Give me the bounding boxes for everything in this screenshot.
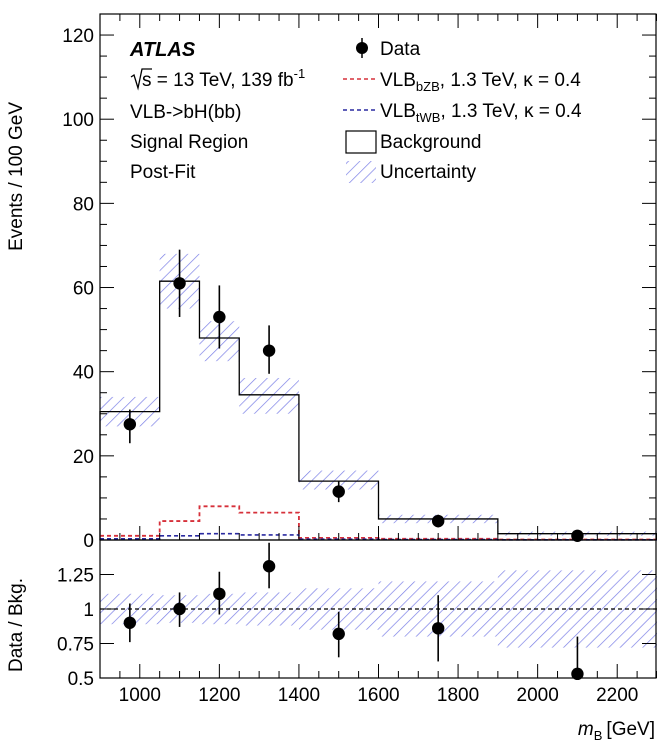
legend-background: Background: [345, 130, 481, 154]
y-tick-label: 40: [73, 363, 94, 384]
region-label: Signal Region: [130, 132, 248, 153]
x-tick-label: 1400: [278, 685, 320, 706]
x-tick-label: 2200: [596, 685, 638, 706]
data-point: [123, 418, 137, 431]
x-tick-label: 1800: [437, 685, 479, 706]
legend-signal-twb-main: VLB: [380, 101, 416, 122]
legend-signal-bzb: VLBbZB, 1.3 TeV, κ = 0.4: [343, 70, 581, 94]
data-point: [173, 277, 186, 290]
legend-uncertainty-label: Uncertainty: [380, 162, 477, 183]
y-tick-label: 0: [83, 531, 94, 552]
data-point: [431, 514, 445, 528]
legend-signal-twb-sub: tWB: [416, 110, 441, 125]
x-tick-label: 1000: [119, 685, 161, 706]
ratio-point: [173, 602, 186, 616]
y-tick-label: 20: [73, 447, 94, 468]
ratio-point: [123, 616, 137, 629]
fit-label: Post-Fit: [130, 162, 196, 183]
legend-background-label: Background: [380, 132, 481, 153]
ratio-point: [213, 587, 226, 601]
data-point: [213, 310, 226, 324]
x-axis-label-m: m: [578, 719, 594, 740]
legend-signal-bzb-main: VLB: [380, 70, 416, 91]
x-tick-label: 1200: [198, 685, 240, 706]
channel-label: VLB->bH(bb): [130, 102, 241, 123]
uncertainty-band: [239, 377, 299, 414]
x-axis-label-unit: [GeV]: [606, 719, 655, 740]
legend: Data VLBbZB, 1.3 TeV, κ = 0.4 VLBtWB, 1.…: [343, 38, 582, 183]
legend-data-label: Data: [380, 39, 421, 60]
legend-data: Data: [356, 38, 421, 60]
x-axis-label: mB [GeV]: [578, 719, 655, 740]
ratio-y-tick-label: 1: [83, 600, 94, 621]
y-tick-label: 120: [62, 26, 94, 47]
x-tick-label: 2000: [517, 685, 559, 706]
y-tick-label: 100: [62, 110, 94, 131]
legend-uncertainty: Uncertainty: [346, 161, 477, 183]
y-axis-label: Events / 100 GeV: [6, 102, 27, 251]
legend-uncertainty-box: [346, 161, 376, 183]
legend-signal-twb-rest: , 1.3 TeV, κ = 0.4: [440, 101, 581, 122]
legend-signal-bzb-label: VLBbZB, 1.3 TeV, κ = 0.4: [380, 70, 581, 94]
ratio-point: [332, 627, 345, 641]
energy-label: s = 13 TeV, 139 fb-1: [142, 66, 305, 91]
energy-text: s = 13 TeV, 139 fb: [142, 70, 294, 91]
ratio-y-tick-label: 0.5: [68, 669, 94, 690]
ratio-point: [262, 560, 276, 573]
ratio-point: [431, 622, 445, 635]
ratio-y-tick-label: 1.25: [57, 566, 94, 587]
y-tick-label: 60: [73, 279, 94, 300]
background-histogram: [99, 280, 657, 540]
uncertainty-band: [298, 470, 379, 490]
legend-signal-bzb-sub: bZB: [416, 79, 440, 94]
x-axis-label-sub: B: [594, 728, 603, 740]
ratio-plot: 0.5 0.75 1 1.25 1000 1200 1400 1600 1800 2000 2200: [57, 539, 657, 706]
lumi-exponent: -1: [294, 66, 306, 81]
main-plot: 0 20 40 60 80 100 120: [62, 13, 657, 552]
data-point: [262, 344, 276, 357]
y-tick-label: 80: [73, 194, 94, 215]
legend-signal-twb-label: VLBtWB, 1.3 TeV, κ = 0.4: [380, 101, 582, 125]
x-tick-label: 1600: [357, 685, 399, 706]
signal-bzb-histogram: [100, 505, 657, 541]
data-point: [332, 485, 345, 498]
legend-background-box: [345, 130, 377, 154]
ratio-y-axis-label: Data / Bkg.: [6, 578, 27, 672]
ratio-y-tick-label: 0.75: [57, 635, 94, 656]
atlas-label: ATLAS: [129, 39, 196, 61]
legend-signal-twb: VLBtWB, 1.3 TeV, κ = 0.4: [343, 101, 582, 125]
legend-data-marker: [356, 42, 368, 54]
legend-signal-bzb-rest: , 1.3 TeV, κ = 0.4: [440, 70, 581, 91]
sqrt-symbol: [130, 68, 152, 91]
